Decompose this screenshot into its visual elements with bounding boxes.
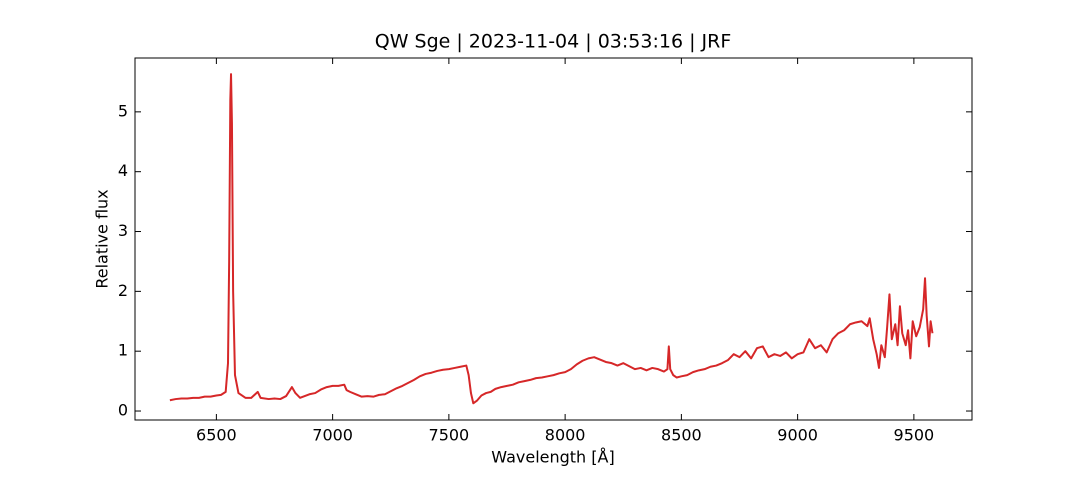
x-tick-label: 8000 bbox=[545, 426, 586, 445]
y-tick-label: 2 bbox=[118, 281, 128, 300]
chart-title: QW Sge | 2023-11-04 | 03:53:16 | JRF bbox=[375, 31, 732, 53]
spectrum-line bbox=[169, 73, 934, 405]
x-tick-label: 9500 bbox=[894, 426, 935, 445]
x-tick-label: 9000 bbox=[777, 426, 818, 445]
y-tick-label: 3 bbox=[118, 221, 128, 240]
y-tick-label: 5 bbox=[118, 101, 128, 120]
y-axis-label: Relative flux bbox=[93, 189, 112, 288]
x-tick-label: 6500 bbox=[196, 426, 237, 445]
plot-frame bbox=[134, 57, 973, 421]
x-tick-label: 8500 bbox=[661, 426, 702, 445]
x-axis-label: Wavelength [Å] bbox=[491, 448, 614, 467]
x-tick-label: 7500 bbox=[429, 426, 470, 445]
y-tick-label: 4 bbox=[118, 161, 128, 180]
x-tick-label: 7000 bbox=[312, 426, 353, 445]
y-tick-label: 1 bbox=[118, 341, 128, 360]
y-tick-label: 0 bbox=[118, 401, 128, 420]
